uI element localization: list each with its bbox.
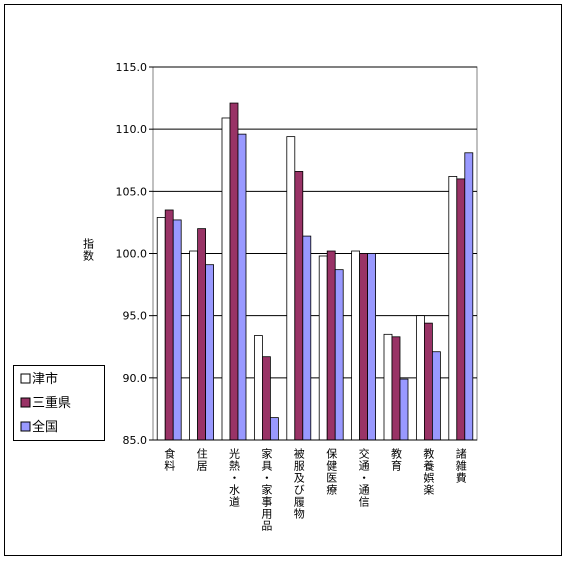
x-tick-label: 教養娯楽: [422, 448, 435, 496]
x-tick-label: 住居: [195, 447, 208, 472]
bar: [164, 209, 174, 441]
bar: [221, 117, 231, 441]
y-tick-label: 100.0: [116, 248, 148, 261]
bar: [448, 176, 458, 441]
bar: [253, 335, 263, 441]
bar: [415, 315, 425, 441]
x-tick-label: 諸雑費: [454, 447, 467, 484]
x-tick-label: 光熱・水道: [228, 447, 241, 508]
bar: [172, 219, 182, 441]
bar: [367, 253, 377, 441]
y-tick-label: 85.0: [123, 434, 148, 447]
bar: [205, 264, 215, 441]
bar: [464, 152, 474, 441]
bar: [229, 102, 239, 441]
bar: [399, 378, 409, 441]
bar: [391, 336, 401, 441]
bar: [302, 235, 312, 441]
legend-label: 津市: [32, 371, 58, 387]
x-tick-label: 保健医療: [325, 447, 338, 496]
bar: [286, 136, 296, 441]
y-tick-label: 105.0: [116, 185, 148, 198]
x-tick-label: 被服及び履物: [292, 448, 305, 520]
y-tick-label: 110.0: [116, 123, 148, 136]
x-tick-label: 食料: [163, 447, 176, 472]
y-axis-label: 指数: [82, 237, 95, 262]
legend-label: 全国: [32, 419, 58, 435]
bar: [423, 322, 433, 441]
y-tick-label: 95.0: [123, 310, 148, 323]
bar: [359, 253, 369, 441]
legend-swatch: [20, 397, 31, 408]
legend-swatch: [20, 373, 31, 384]
bar: [456, 178, 466, 441]
x-tick-label: 家具・家事用品: [260, 447, 273, 532]
bar: [318, 255, 328, 441]
legend-swatch: [20, 421, 31, 432]
bar: [156, 217, 166, 441]
bar: [351, 250, 361, 441]
bar: [431, 351, 441, 441]
bar: [294, 171, 304, 441]
bar: [189, 250, 199, 441]
bar: [383, 333, 393, 441]
bar: [197, 228, 207, 441]
bar: [261, 356, 271, 441]
y-tick-label: 90.0: [123, 372, 148, 385]
y-tick-label: 115.0: [116, 61, 148, 74]
bar: [326, 250, 336, 441]
bar: [237, 133, 247, 441]
x-tick-label: 教育: [390, 448, 403, 472]
bar: [334, 269, 344, 441]
bar: [269, 417, 279, 441]
legend-label: 三重県: [32, 395, 71, 411]
x-tick-label: 交通・通信: [357, 447, 370, 508]
